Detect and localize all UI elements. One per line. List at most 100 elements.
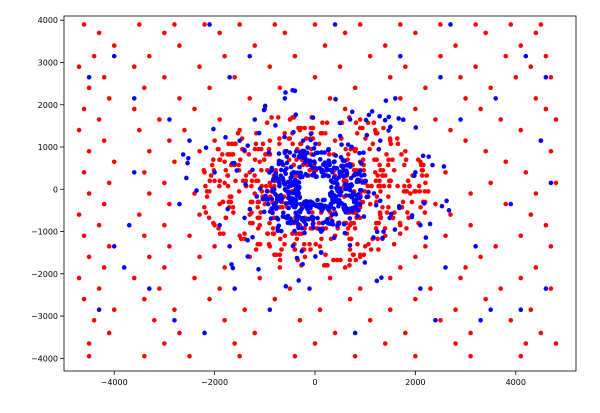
blue-data-point [307, 286, 312, 291]
red-data-point [413, 254, 418, 260]
red-data-point [390, 157, 395, 162]
blue-data-point [328, 203, 334, 208]
blue-data-point [247, 53, 253, 59]
red-data-point [402, 183, 407, 189]
red-data-point [292, 353, 298, 359]
red-data-point [177, 43, 182, 48]
red-data-point [182, 127, 187, 133]
red-data-point [101, 265, 107, 270]
red-data-point [316, 220, 322, 226]
blue-data-point [262, 103, 268, 109]
red-data-point [310, 210, 315, 215]
blue-data-point [347, 193, 352, 198]
red-data-point [225, 183, 231, 189]
red-data-point [438, 22, 443, 27]
blue-data-point [392, 96, 398, 101]
red-data-point [267, 244, 273, 249]
blue-data-point [283, 90, 288, 95]
blue-data-point [131, 170, 137, 175]
blue-data-point [237, 138, 242, 143]
red-data-point [242, 307, 248, 313]
blue-data-point [376, 147, 382, 152]
red-data-point [260, 141, 266, 147]
red-data-point [167, 138, 172, 143]
red-data-point [192, 275, 197, 281]
red-data-point [453, 43, 458, 48]
red-data-point [363, 136, 368, 141]
red-data-point [418, 159, 423, 165]
blue-data-point [212, 170, 217, 175]
red-data-point [287, 117, 293, 122]
red-data-point [177, 330, 182, 336]
y-tick-label: −2000 [31, 270, 58, 279]
blue-data-point [269, 166, 275, 172]
blue-data-point [299, 153, 304, 159]
red-data-point [394, 136, 400, 141]
red-data-point [162, 222, 167, 228]
blue-data-point [245, 237, 250, 243]
plot-area-frame [63, 15, 577, 372]
red-data-point [403, 148, 408, 154]
red-data-point [366, 241, 371, 247]
red-data-point [368, 247, 374, 252]
red-data-point [222, 265, 227, 270]
red-data-point [438, 53, 443, 59]
blue-data-point [273, 123, 278, 128]
red-data-point [373, 178, 379, 184]
blue-data-point [299, 225, 305, 231]
red-data-point [418, 204, 423, 210]
red-data-point [232, 341, 237, 346]
blue-data-point [111, 53, 117, 59]
red-data-point [142, 296, 147, 302]
red-data-point [277, 136, 282, 141]
red-data-point [91, 317, 97, 323]
red-data-point [448, 127, 453, 133]
red-data-point [197, 254, 202, 260]
red-data-point [413, 106, 418, 112]
blue-data-point [343, 209, 348, 215]
blue-data-point [310, 172, 316, 178]
red-data-point [167, 201, 172, 207]
red-data-point [316, 141, 322, 147]
red-data-point [275, 115, 281, 120]
red-data-point [386, 178, 392, 184]
red-data-point [438, 317, 443, 323]
blue-data-point [227, 244, 232, 249]
x-tick-label: 2000 [405, 378, 425, 387]
blue-data-point [364, 132, 370, 138]
red-data-point [91, 53, 97, 59]
red-data-point [96, 30, 102, 36]
blue-data-point [366, 189, 371, 195]
red-data-point [458, 275, 463, 281]
blue-data-point [339, 142, 344, 147]
blue-data-point [184, 175, 189, 181]
red-data-point [252, 146, 258, 152]
red-data-point [258, 210, 263, 215]
red-data-point [230, 204, 236, 210]
red-data-point [211, 157, 216, 162]
blue-data-point [295, 221, 301, 227]
blue-data-point [488, 307, 493, 313]
red-data-point [406, 183, 412, 189]
red-data-point [203, 183, 208, 189]
blue-data-point [362, 260, 368, 265]
blue-data-point [473, 244, 478, 249]
blue-data-point [257, 186, 263, 191]
red-data-point [518, 275, 524, 281]
blue-data-point [377, 113, 382, 119]
red-data-point [202, 170, 207, 175]
red-data-point [367, 146, 372, 152]
blue-data-point [227, 74, 232, 80]
red-data-point [197, 64, 202, 70]
blue-data-point [288, 175, 293, 181]
red-data-point [270, 226, 276, 231]
blue-data-point [309, 165, 315, 171]
red-data-point [376, 183, 381, 189]
blue-data-point [282, 150, 288, 156]
blue-data-point [245, 254, 251, 259]
red-data-point [347, 296, 353, 302]
red-data-point [312, 22, 318, 27]
red-data-point [81, 296, 87, 302]
red-data-point [172, 307, 177, 313]
